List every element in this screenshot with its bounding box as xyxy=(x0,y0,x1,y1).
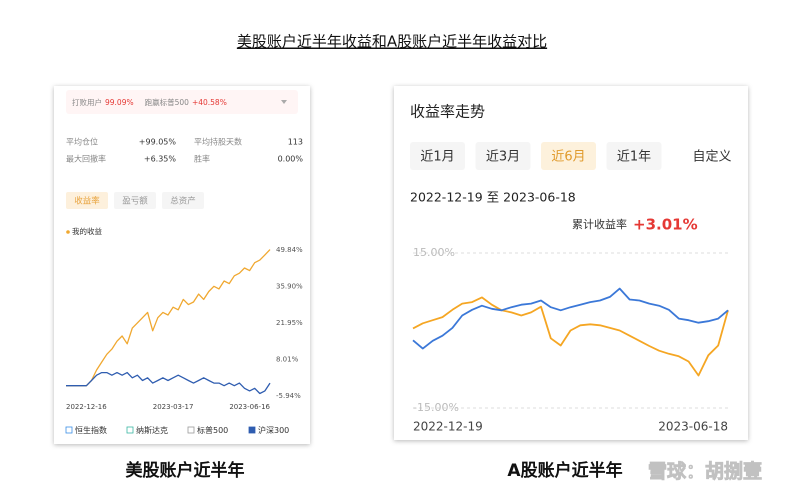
dropdown-icon[interactable] xyxy=(281,100,287,104)
series-line xyxy=(412,287,729,350)
range-label: 近3月 xyxy=(486,150,520,165)
summary-value: +40.58% xyxy=(192,98,227,107)
y-tick-label: 35.90% xyxy=(276,283,303,291)
y-tick-label: 21.95% xyxy=(276,319,303,327)
legend-label: 纳斯达克 xyxy=(136,425,168,435)
stat-value: +6.35% xyxy=(144,155,177,164)
stat-label: 平均持股天数 xyxy=(194,137,242,147)
summary-label: 跑赢标普500 xyxy=(145,97,190,107)
y-tick-label: -5.94% xyxy=(276,392,301,400)
legend-label: 沪深300 xyxy=(258,425,289,435)
y-tick-label: 8.01% xyxy=(276,356,299,364)
tab-label: 总资产 xyxy=(170,196,196,207)
range-label[interactable]: 自定义 xyxy=(692,150,731,165)
x-tick-label: 2022-12-19 xyxy=(413,420,483,434)
summary-label: 打败用户 xyxy=(72,97,102,107)
us-panel xyxy=(54,86,310,444)
series-line xyxy=(66,249,271,387)
a-heading: 收益率走势 xyxy=(410,103,485,121)
stat-label: 平均仓位 xyxy=(66,137,98,147)
summary-card xyxy=(66,90,298,114)
range-button[interactable] xyxy=(410,142,465,170)
cumulative-label: 累计收益率 xyxy=(572,217,627,231)
legend-label: 标普500 xyxy=(197,425,228,435)
tab[interactable] xyxy=(114,192,156,209)
stat-label: 最大回撤率 xyxy=(66,154,106,164)
tab[interactable] xyxy=(162,192,204,209)
stat-value: 113 xyxy=(288,138,303,147)
legend-dot xyxy=(66,230,70,234)
stat-value: +99.05% xyxy=(139,138,177,147)
watermark: 雪球：胡捌壹 xyxy=(648,460,762,483)
legend-label: 我的收益 xyxy=(72,226,102,236)
tab[interactable] xyxy=(66,192,108,209)
y-tick-label: -15.00% xyxy=(413,401,459,414)
x-tick-label: 2022-12-16 xyxy=(66,403,107,411)
range-button[interactable] xyxy=(606,142,662,170)
range-label: 近1年 xyxy=(617,150,651,165)
range-label: 近1月 xyxy=(420,150,454,165)
checkbox[interactable] xyxy=(248,426,256,434)
checkbox[interactable] xyxy=(187,426,195,434)
series-line xyxy=(412,296,729,377)
y-tick-label: 49.84% xyxy=(276,246,303,254)
y-tick-label: 15.00% xyxy=(413,246,455,259)
x-tick-label: 2023-06-18 xyxy=(658,420,728,434)
tab-label: 盈亏额 xyxy=(122,196,148,207)
range-button[interactable] xyxy=(541,142,596,170)
date-range: 2022-12-19 至 2023-06-18 xyxy=(410,190,576,205)
stat-label: 胜率 xyxy=(194,154,210,164)
tab-label: 收益率 xyxy=(74,196,100,207)
range-button[interactable] xyxy=(475,142,531,170)
legend-label: 恒生指数 xyxy=(75,425,107,435)
summary-value: 99.09% xyxy=(105,98,134,107)
cumulative-value: +3.01% xyxy=(633,216,698,234)
page-title: 美股账户近半年收益和A股账户近半年收益对比 xyxy=(237,33,547,51)
us-caption: 美股账户近半年 xyxy=(126,460,245,481)
checkbox[interactable] xyxy=(126,426,134,434)
a-panel xyxy=(394,86,748,440)
x-tick-label: 2023-06-16 xyxy=(229,403,270,411)
a-caption: A股账户近半年 xyxy=(507,460,622,481)
x-tick-label: 2023-03-17 xyxy=(153,403,194,411)
checkbox[interactable] xyxy=(65,426,73,434)
stat-value: 0.00% xyxy=(278,155,304,164)
series-line xyxy=(66,371,271,395)
range-label: 近6月 xyxy=(551,150,585,165)
